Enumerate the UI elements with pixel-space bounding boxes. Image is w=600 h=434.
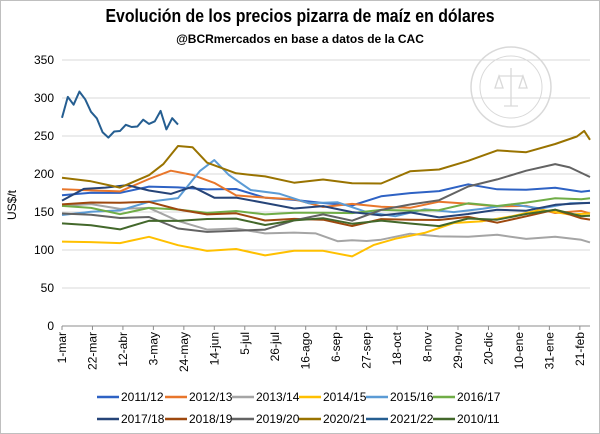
x-tick-label: 20-dic: [481, 332, 495, 365]
legend: 2011/12 2012/13 2013/14 2014/15 2015/16 2016/…: [97, 390, 501, 426]
legend-label: 2017/18: [121, 412, 165, 426]
x-tick-label: 24-may: [177, 332, 191, 372]
y-tick-label: 50: [41, 281, 55, 295]
x-tick-label: 10-ene: [512, 332, 526, 370]
y-tick-label: 0: [47, 319, 54, 333]
legend-label: 2016/17: [457, 390, 501, 404]
y-tick-label: 350: [34, 53, 54, 67]
chart-subtitle: @BCRmercados en base a datos de la CAC: [176, 32, 424, 46]
x-tick-label: 6-sep: [329, 332, 343, 362]
y-tick-label: 300: [34, 91, 54, 105]
y-axis-label: US$/t: [5, 189, 19, 220]
x-axis-ticks: 1-mar 22-mar 12-abr 3-may 24-may 14-jun 5-jul 2…: [55, 326, 587, 372]
x-tick-label: 31-ene: [542, 332, 556, 370]
y-tick-label: 150: [34, 205, 54, 219]
series-line-2018-19: [61, 200, 591, 227]
x-tick-label: 1-mar: [55, 332, 69, 363]
gridlines: [62, 59, 590, 289]
series-line-2019-20: [61, 163, 591, 233]
x-tick-label: 3-may: [146, 332, 160, 365]
legend-label: 2015/16: [390, 390, 434, 404]
chart-title: Evolución de los precios pizarra de maíz…: [105, 6, 495, 26]
legend-label: 2019/20: [256, 412, 300, 426]
series-lines: [61, 90, 591, 258]
series-line-2021-22: [61, 90, 179, 139]
y-tick-label: 200: [34, 167, 54, 181]
x-tick-label: 12-abr: [116, 332, 130, 367]
series-line-2011-12: [61, 183, 591, 207]
legend-label: 2010/11: [457, 412, 500, 426]
seal-logo: [470, 46, 552, 128]
x-tick-label: 21-feb: [573, 332, 587, 366]
x-tick-label: 8-nov: [421, 332, 435, 362]
series-line-2020-21: [61, 129, 591, 189]
x-tick-label: 29-nov: [451, 332, 465, 369]
x-tick-label: 27-sep: [360, 332, 374, 369]
y-axis-ticks: 0 50 100 150 200 250 300 350: [34, 53, 54, 333]
series-line-2010-11: [61, 208, 591, 231]
series-line-2016-17: [61, 197, 591, 216]
legend-label: 2013/14: [256, 390, 300, 404]
x-tick-label: 14-jun: [207, 332, 221, 365]
x-tick-label: 16-ago: [299, 332, 313, 370]
series-line-2017-18: [61, 184, 591, 219]
y-tick-label: 250: [34, 129, 54, 143]
legend-label: 2018/19: [189, 412, 233, 426]
x-tick-label: 26-jul: [268, 332, 282, 361]
legend-label: 2021/22: [390, 412, 434, 426]
x-tick-label: 22-mar: [85, 332, 99, 370]
legend-label: 2014/15: [323, 390, 367, 404]
x-tick-label: 5-jul: [238, 332, 252, 355]
y-tick-label: 100: [34, 243, 54, 257]
legend-label: 2012/13: [189, 390, 233, 404]
x-tick-label: 18-oct: [390, 331, 404, 365]
series-line-2013-14: [61, 203, 591, 244]
legend-label: 2020/21: [323, 412, 367, 426]
legend-label: 2011/12: [121, 390, 164, 404]
